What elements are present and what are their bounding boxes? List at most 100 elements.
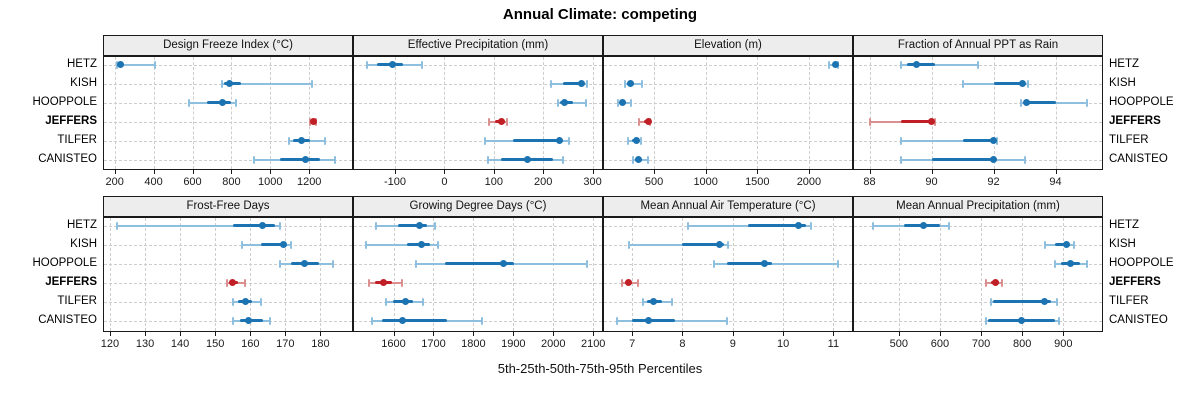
percentile-cap-95th: [1026, 79, 1029, 88]
percentile-iqr-25-75: [398, 224, 427, 227]
axis-tick: [553, 332, 555, 336]
axis-tick-label: 2000: [541, 338, 566, 350]
gridline-horizontal: [104, 159, 352, 161]
gridline-horizontal: [354, 225, 602, 227]
gridline-horizontal: [854, 102, 1102, 104]
panel-strip: Elevation (m): [603, 35, 853, 56]
percentile-cap-95th: [567, 136, 570, 145]
percentile-cap-95th: [671, 297, 674, 306]
percentile-iqr-25-75: [1055, 243, 1070, 246]
median-dot: [499, 260, 507, 267]
gridline-horizontal: [604, 121, 852, 123]
gridline-vertical: [993, 57, 995, 169]
axis-tick-label: 400: [144, 176, 163, 188]
percentile-range-5-95: [900, 63, 978, 66]
axis-tick: [682, 332, 684, 336]
gridline-vertical: [757, 57, 759, 169]
axis-tick: [320, 332, 322, 336]
median-dot: [218, 99, 226, 106]
percentile-range-5-95: [628, 243, 728, 246]
percentile-cap-5th: [187, 98, 190, 107]
axis-tick: [309, 170, 311, 174]
percentile-iqr-25-75: [682, 243, 724, 246]
axis-tick-label: 1000: [258, 176, 283, 188]
percentile-cap-5th: [899, 155, 902, 164]
axis-tick-label: 160: [241, 338, 260, 350]
median-dot: [1063, 241, 1071, 248]
percentile-cap-95th: [585, 98, 588, 107]
gridline-horizontal: [104, 244, 352, 246]
median-dot: [990, 156, 997, 163]
axis-tick-label: 130: [135, 338, 155, 350]
percentile-cap-95th: [333, 155, 336, 164]
percentile-cap-5th: [642, 297, 645, 306]
percentile-cap-5th: [985, 278, 988, 287]
axis-tick-label: 900: [1054, 338, 1073, 350]
axis-tick: [705, 170, 707, 174]
percentile-cap-5th: [231, 316, 234, 325]
site-label-right: HETZ: [1109, 57, 1140, 70]
axis-tick: [1063, 332, 1065, 336]
percentile-iqr-25-75: [381, 319, 448, 322]
axis-tick-label: 1700: [421, 338, 446, 350]
percentile-cap-5th: [220, 79, 223, 88]
gridline-vertical: [783, 218, 785, 331]
panel: [103, 56, 353, 170]
median-dot: [226, 80, 234, 87]
gridline-vertical: [393, 218, 395, 331]
site-label-right: HETZ: [1109, 218, 1140, 231]
panel-strip: Mean Annual Precipitation (mm): [853, 196, 1103, 217]
median-dot: [498, 118, 506, 125]
axis-tick: [993, 170, 995, 174]
gridline-vertical: [493, 57, 495, 169]
site-label-right: TILFER: [1109, 294, 1149, 307]
panel-strip: Fraction of Annual PPT as Rain: [853, 35, 1103, 56]
axis-tick: [180, 332, 182, 336]
gridline-vertical: [1055, 57, 1057, 169]
gridline-horizontal: [854, 282, 1102, 284]
percentile-cap-5th: [370, 316, 373, 325]
median-dot: [618, 99, 626, 106]
gridline-vertical: [320, 218, 322, 331]
percentile-cap-95th: [640, 136, 643, 145]
axis-tick-label: -100: [383, 176, 407, 188]
axis-tick: [114, 170, 116, 174]
median-dot: [245, 317, 253, 324]
gridline-horizontal: [354, 282, 602, 284]
axis-tick: [833, 332, 835, 336]
panel: [103, 217, 353, 332]
median-dot: [1041, 298, 1049, 305]
gridline-horizontal: [854, 244, 1102, 246]
axis-tick-label: 94: [1049, 176, 1062, 188]
site-label-right: HOOPPOLE: [1109, 95, 1174, 108]
gridline-horizontal: [854, 121, 1102, 123]
percentile-range-5-95: [366, 243, 438, 246]
gridline-vertical: [682, 218, 684, 331]
median-dot: [301, 260, 309, 267]
percentile-cap-95th: [311, 79, 314, 88]
gridline-vertical: [931, 57, 933, 169]
gridline-vertical: [192, 57, 194, 169]
percentile-cap-95th: [1086, 259, 1089, 268]
site-label-right: KISH: [1109, 237, 1136, 250]
percentile-cap-5th: [623, 79, 626, 88]
median-dot: [633, 137, 641, 144]
percentile-cap-5th: [632, 155, 635, 164]
percentile-cap-95th: [400, 278, 403, 287]
axis-tick: [473, 332, 475, 336]
axis-tick-label: 10: [776, 338, 790, 350]
median-dot: [1017, 317, 1025, 324]
site-label-right: KISH: [1109, 76, 1136, 89]
gridline-vertical: [981, 218, 983, 331]
median-dot: [280, 241, 288, 248]
gridline-vertical: [114, 57, 116, 169]
gridline-vertical: [592, 57, 594, 169]
percentile-cap-95th: [422, 297, 425, 306]
axis-tick: [732, 332, 734, 336]
median-dot: [402, 298, 410, 305]
panel-strip: Frost-Free Days: [103, 196, 353, 217]
gridline-vertical: [145, 218, 147, 331]
axis-tick-label: 800: [222, 176, 241, 188]
percentile-cap-95th: [809, 221, 812, 230]
percentile-cap-5th: [627, 240, 630, 249]
